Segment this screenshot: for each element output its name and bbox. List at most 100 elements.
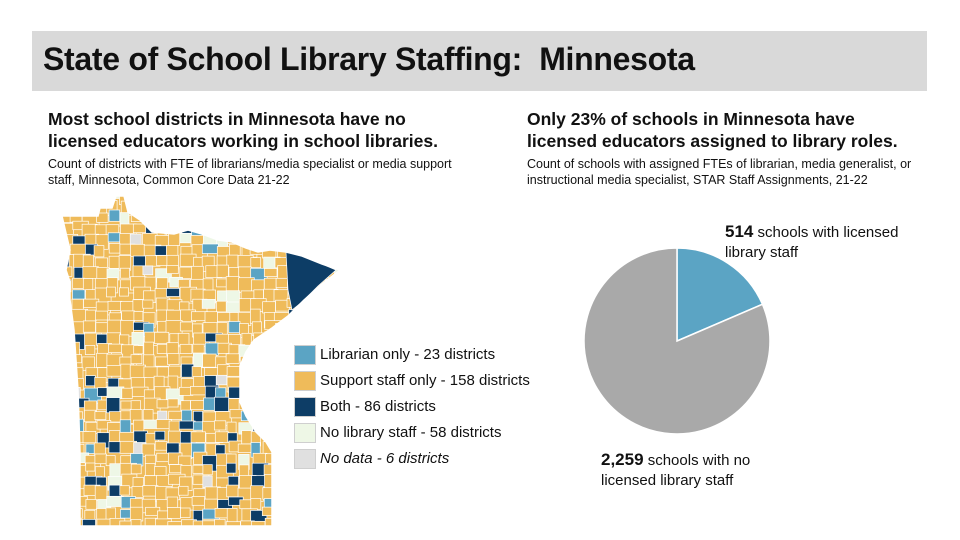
map-district xyxy=(120,320,134,337)
map-district xyxy=(310,311,328,328)
page-title: State of School Library Staffing: Minnes… xyxy=(43,41,695,77)
map-district xyxy=(225,353,240,364)
map-district xyxy=(108,243,121,254)
map-district xyxy=(237,443,253,453)
map-district xyxy=(300,196,313,200)
map-district xyxy=(214,221,232,233)
map-district xyxy=(106,397,121,414)
map-district xyxy=(311,300,328,312)
map-district xyxy=(225,521,241,526)
map-district xyxy=(265,355,283,367)
map-district xyxy=(301,330,317,342)
map-district xyxy=(202,223,215,233)
map-district xyxy=(108,209,121,222)
map-district xyxy=(95,310,109,321)
map-district xyxy=(216,196,230,200)
map-district xyxy=(167,521,184,526)
map-district xyxy=(262,399,273,416)
map-district xyxy=(177,332,190,346)
map-district xyxy=(156,200,172,211)
map-district xyxy=(336,254,340,268)
map-district xyxy=(240,520,255,526)
map-district xyxy=(264,474,278,490)
map-district xyxy=(274,213,286,223)
map-district xyxy=(261,365,278,376)
map-district xyxy=(238,232,253,247)
map-district xyxy=(121,387,133,399)
map-district xyxy=(251,354,265,371)
map-district xyxy=(106,365,123,377)
map-district xyxy=(252,409,266,422)
map-district xyxy=(94,453,107,465)
map-district xyxy=(251,475,266,488)
map-district xyxy=(166,496,179,508)
map-district xyxy=(62,520,78,526)
title-bar: State of School Library Staffing: Minnes… xyxy=(32,31,927,91)
map-district xyxy=(141,209,152,223)
map-district xyxy=(130,377,147,388)
map-district xyxy=(84,409,97,423)
map-district xyxy=(82,431,97,444)
map-district xyxy=(285,485,297,501)
map-district xyxy=(288,309,301,323)
map-district xyxy=(120,509,132,519)
map-district xyxy=(239,356,251,373)
schools-pie-chart xyxy=(583,247,771,435)
map-district xyxy=(251,520,266,526)
map-district xyxy=(273,378,288,395)
map-district xyxy=(277,365,295,378)
map-district xyxy=(168,420,180,433)
map-district xyxy=(62,356,73,368)
map-district xyxy=(181,519,197,526)
map-district xyxy=(144,196,160,207)
legend-label: Librarian only - 23 districts xyxy=(320,346,496,363)
map-district xyxy=(262,245,277,259)
map-district xyxy=(203,196,214,206)
map-district xyxy=(225,276,240,292)
map-district xyxy=(97,387,108,397)
map-district xyxy=(228,321,241,334)
map-district xyxy=(298,222,313,237)
map-district xyxy=(168,201,181,218)
map-district xyxy=(96,212,109,223)
map-district xyxy=(94,485,108,501)
map-district xyxy=(84,200,100,216)
map-district xyxy=(131,486,144,498)
map-district xyxy=(337,278,340,289)
map-district xyxy=(216,264,229,278)
map-district xyxy=(120,267,130,279)
map-district xyxy=(85,375,96,387)
map-district xyxy=(143,341,154,357)
map-district xyxy=(154,430,166,441)
map-district xyxy=(94,411,107,420)
map-district xyxy=(106,319,123,334)
map-district xyxy=(313,196,324,201)
map-district xyxy=(287,222,301,234)
map-district xyxy=(142,198,158,212)
map-district xyxy=(166,288,180,297)
map-district xyxy=(179,321,193,332)
map-district xyxy=(336,286,340,298)
map-district xyxy=(262,301,276,314)
map-district xyxy=(309,246,321,261)
map-district xyxy=(325,244,340,261)
map-district xyxy=(108,430,121,443)
map-district xyxy=(321,475,334,489)
map-district xyxy=(215,387,227,398)
map-district xyxy=(226,462,237,474)
map-district xyxy=(201,243,219,254)
map-district xyxy=(337,507,340,519)
map-district xyxy=(262,487,273,500)
map-district xyxy=(179,343,193,354)
map-district xyxy=(250,257,262,269)
map-district xyxy=(192,199,204,216)
legend-label: Both - 86 districts xyxy=(320,398,436,415)
map-district xyxy=(250,342,263,358)
map-district xyxy=(288,200,304,213)
map-district xyxy=(310,486,329,502)
map-district xyxy=(215,374,228,386)
map-district xyxy=(62,377,77,389)
map-district xyxy=(130,243,145,257)
map-district xyxy=(300,198,317,213)
map-district xyxy=(277,507,294,522)
